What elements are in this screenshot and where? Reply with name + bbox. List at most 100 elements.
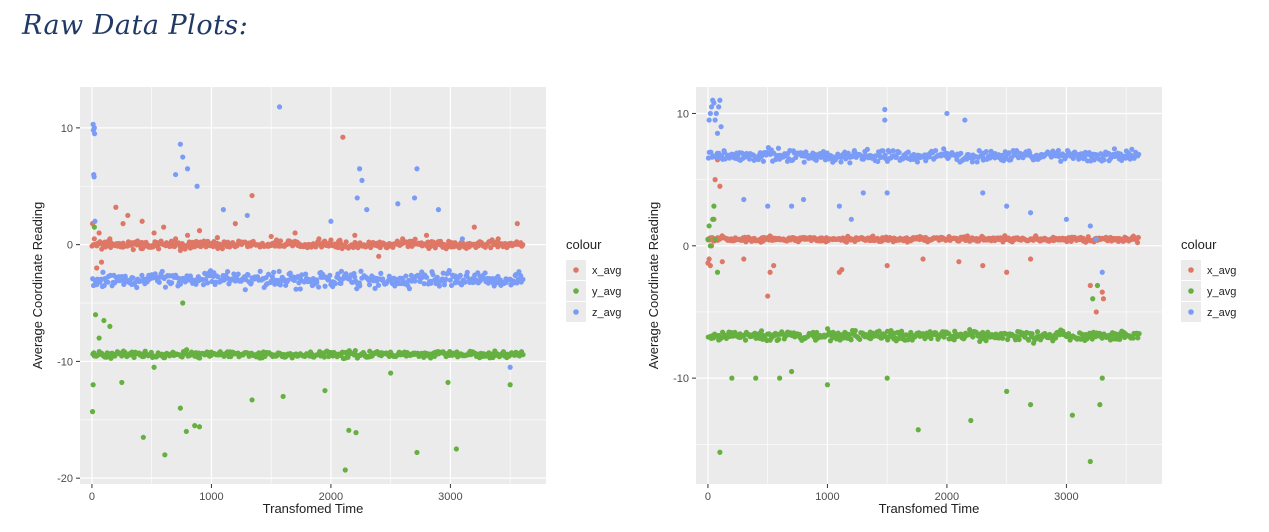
z_avg-point [352,274,358,280]
z_avg-point [378,270,384,276]
x_avg-point [184,232,191,238]
y-axis-title: Average Coordinate Reading [30,202,45,369]
z_avg-point [882,106,888,113]
y_avg-point [898,328,905,334]
z_avg-point [944,110,950,117]
z_avg-point [156,279,162,285]
y_avg-point [888,328,894,334]
chart-right-scatter: 0 1000 2000 3000 -10 0 10 Transfomed Time Averag… [646,87,1236,516]
y_avg-point [1053,335,1059,341]
z_avg-point [327,272,333,279]
y_avg-point [249,397,255,403]
legend-label-y_avg: y_avg [592,286,621,298]
x_avg-point [91,236,97,242]
z_avg-point [462,279,468,285]
y_avg-point [712,236,718,242]
z_avg-point [100,269,106,275]
x_avg-point [151,230,157,236]
z_avg-point [406,286,413,292]
x_avg-point [343,239,349,245]
z_avg-point [847,160,853,166]
y_avg-point [353,430,359,436]
y_avg-point [342,467,348,473]
x_avg-point [412,236,418,242]
y_avg-point [151,364,157,370]
z_avg-point [893,153,899,159]
y_avg-point [985,329,991,335]
y_avg-point [777,375,783,381]
x_avg-point [292,230,298,236]
x_avg-point [707,263,713,269]
z_avg-point [285,277,291,283]
legend-marker-x_avg [573,267,579,273]
y_avg-point [717,449,723,455]
y_avg-point [758,328,765,334]
y_avg-point [928,335,934,342]
z_avg-point [708,104,715,110]
z_avg-point [800,196,807,203]
z_avg-point [447,277,453,283]
z_avg-point [343,271,349,277]
z_avg-point [213,279,219,285]
x_avg-point [94,265,100,271]
x_avg-point [437,238,444,245]
z_avg-point [746,156,753,162]
z_avg-point [92,218,98,224]
x_avg-point [125,212,131,219]
z_avg-point [194,183,200,189]
y_avg-point [453,446,459,452]
z_avg-point [316,284,322,290]
z_avg-point [204,280,211,286]
z_avg-point [880,148,886,154]
x_avg-point [423,232,430,238]
z_avg-point [268,278,274,284]
x_avg-point [107,236,113,242]
x_avg-point [1135,234,1141,241]
y_avg-point [1027,402,1034,408]
y_avg-point [1097,402,1103,408]
x-tick-label: 3000 [438,491,462,503]
z_avg-point [941,146,947,152]
x-tick-label: 3000 [1054,491,1078,503]
x_avg-point [1134,239,1141,246]
z_avg-point [717,97,723,103]
x_avg-point [161,224,167,230]
y_avg-point [1000,335,1006,341]
z_avg-point [366,282,373,288]
z_avg-point [101,282,107,289]
x_avg-point [712,177,718,183]
x-tick-label: 1000 [815,491,839,503]
z_avg-point [395,201,401,207]
y_avg-point [1099,375,1105,381]
z_avg-point [357,166,363,172]
y_avg-point [321,354,327,360]
x_avg-point [219,246,226,252]
z_avg-point [836,203,842,209]
y-tick-label: 10 [677,108,689,120]
x_avg-point [489,237,495,243]
z_avg-point [193,281,199,287]
x_avg-point [268,233,274,240]
z_avg-point [851,148,857,154]
legend-label-x_avg: x_avg [592,265,621,277]
z_avg-point [134,284,140,291]
x_avg-point [376,253,382,259]
z_avg-point [412,278,418,284]
x_avg-point [706,256,712,262]
z_avg-point [130,275,136,281]
y_avg-point [119,379,125,386]
z_avg-point [200,282,207,288]
z_avg-point [708,149,714,155]
x_avg-point [400,236,406,242]
y-axis-title: Average Coordinate Reading [646,202,661,369]
z_avg-point [482,270,488,276]
z_avg-point [159,268,165,275]
z_avg-point [357,283,363,289]
x_avg-point [425,239,431,245]
y_avg-point [183,428,189,435]
z_avg-point [271,269,277,275]
legend-marker-x_avg [1188,267,1194,273]
y_avg-point [346,427,352,433]
z_avg-point [520,276,526,282]
z_avg-point [714,130,721,136]
